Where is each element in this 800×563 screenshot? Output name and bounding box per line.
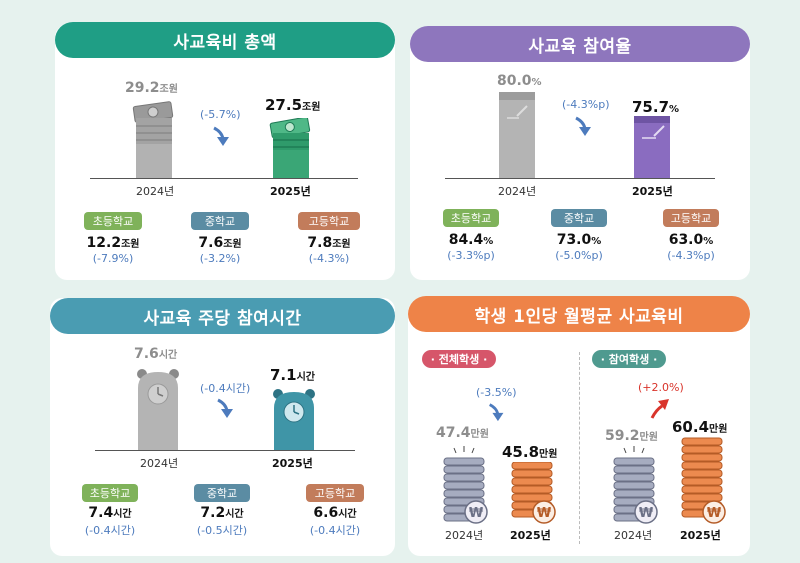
per-student-divider: [579, 352, 580, 544]
book-2024-icon: [499, 92, 535, 178]
total-spending-title: 사교육비 총액: [55, 22, 395, 58]
participants-year-2025: 2025년: [680, 529, 721, 542]
per-student-title: 학생 1인당 월평균 사교육비: [408, 296, 750, 332]
spending-middle-label: 중학교: [191, 212, 249, 230]
spending-year-2025: 2025년: [270, 185, 311, 198]
participation-2024-value: 80.0%: [497, 73, 542, 89]
book-2025-icon: [634, 116, 670, 178]
participation-high-label: 고등학교: [663, 209, 719, 227]
all-students-year-2025: 2025년: [510, 529, 551, 542]
participating-students-tag: · 참여학생 ·: [592, 350, 666, 368]
hours-2025-value: 7.1시간: [270, 366, 315, 384]
panel-participation: [410, 30, 750, 280]
participation-year-2024: 2024년: [498, 185, 537, 198]
spending-2025-value: 27.5조원: [265, 96, 321, 114]
all-students-decrease-arrow-icon: [489, 403, 504, 422]
hours-middle-label: 중학교: [194, 484, 250, 502]
spending-axis: [90, 178, 358, 179]
participation-year-2025: 2025년: [632, 185, 673, 198]
hours-2024-value: 7.6시간: [134, 346, 178, 362]
money-stack-2024-icon: [132, 101, 174, 178]
money-stack-2025-icon: [269, 118, 311, 178]
hours-decrease-arrow-icon: [217, 398, 233, 418]
coin-symbol-participants-2024: ₩: [639, 506, 654, 521]
hours-axis: [95, 450, 355, 451]
coin-stack-participants-2025-icon: ₩: [681, 437, 726, 524]
spending-elem-value: 12.2조원 (-7.9%): [86, 235, 140, 265]
participation-middle-label: 중학교: [551, 209, 607, 227]
panel-weekly-hours: [50, 298, 395, 556]
all-students-change: (-3.5%): [476, 386, 517, 399]
coin-stack-all-2025-icon: ₩: [511, 462, 556, 524]
hours-high-label: 고등학교: [306, 484, 364, 502]
spending-decrease-arrow-icon: [213, 126, 229, 146]
hours-year-2024: 2024년: [140, 457, 179, 470]
participation-high-value: 63.0% (-4.3%p): [667, 232, 715, 262]
spending-high-label: 고등학교: [298, 212, 360, 230]
spending-middle-value: 7.6조원 (-3.2%): [198, 235, 242, 265]
spending-year-2024: 2024년: [136, 185, 175, 198]
participation-axis: [445, 178, 715, 179]
weekly-hours-title: 사교육 주당 참여시간: [50, 298, 395, 334]
coin-stack-all-2024-icon: ₩: [443, 446, 488, 524]
hours-change: (-0.4시간): [200, 382, 251, 395]
hours-elem-value: 7.4시간 (-0.4시간): [84, 505, 136, 537]
hours-elem-label: 초등학교: [82, 484, 138, 502]
spending-high-value: 7.8조원 (-4.3%): [307, 235, 351, 265]
participation-2025-value: 75.7%: [632, 98, 680, 116]
participation-title: 사교육 참여율: [410, 26, 750, 62]
coin-symbol-all-2024: ₩: [469, 506, 484, 521]
all-students-2024-value: 47.4만원: [436, 425, 489, 441]
coin-stack-participants-2024-icon: ₩: [613, 446, 658, 524]
panel-total-spending: [55, 25, 395, 280]
participants-2024-value: 59.2만원: [605, 428, 658, 444]
all-students-2025-value: 45.8만원: [502, 443, 558, 461]
all-students-tag: · 전체학생 ·: [422, 350, 496, 368]
spending-change: (-5.7%): [200, 108, 241, 121]
participants-change: (+2.0%): [638, 381, 684, 394]
participants-increase-arrow-icon: [650, 399, 669, 419]
participation-elem-label: 초등학교: [443, 209, 499, 227]
coin-symbol-all-2025: ₩: [537, 506, 552, 521]
hours-year-2025: 2025년: [272, 457, 313, 470]
spending-elem-label: 초등학교: [84, 212, 142, 230]
hours-high-value: 6.6시간 (-0.4시간): [309, 505, 361, 537]
participation-change: (-4.3%p): [562, 98, 610, 111]
participation-elem-value: 84.4% (-3.3%p): [447, 232, 495, 262]
spending-2024-value: 29.2조원: [125, 80, 178, 96]
hours-middle-value: 7.2시간 (-0.5시간): [196, 505, 248, 537]
clock-2025-icon: [273, 389, 315, 450]
clock-2024-icon: [137, 369, 179, 450]
coin-symbol-participants-2025: ₩: [707, 506, 722, 521]
participation-middle-value: 73.0% (-5.0%p): [555, 232, 603, 262]
participation-decrease-arrow-icon: [575, 116, 591, 136]
participants-year-2024: 2024년: [614, 529, 653, 542]
all-students-year-2024: 2024년: [445, 529, 484, 542]
participants-2025-value: 60.4만원: [672, 418, 728, 436]
